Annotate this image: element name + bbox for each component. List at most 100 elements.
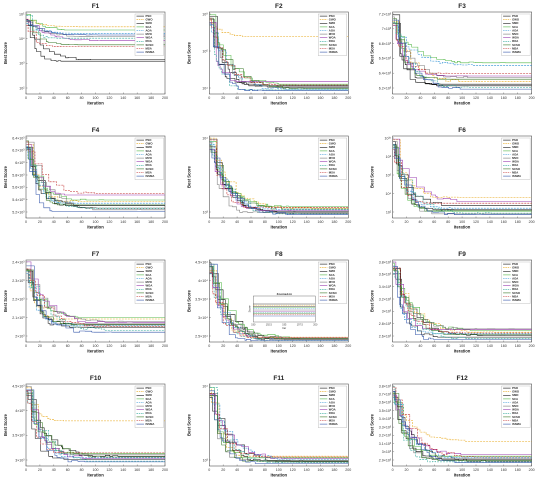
y-tick-label: 6.2×10³: [379, 86, 392, 90]
series-line: [26, 20, 165, 46]
legend-entry: GWO: [146, 142, 154, 146]
series-line: [26, 270, 165, 320]
x-tick-label: 40: [418, 344, 422, 348]
subplot-title: F7: [92, 251, 100, 258]
x-axis-label: Iteration: [271, 101, 288, 106]
x-tick-label: 120: [290, 220, 296, 224]
legend-entry: AOA: [329, 400, 335, 404]
series-line: [209, 395, 349, 462]
x-tick-label: 160: [501, 468, 507, 472]
x-tick-label: 80: [80, 96, 84, 100]
subplot-f6: F6 0 20 40 60 80 100 120 140 160 180 200 Iteration 10…: [370, 127, 535, 230]
x-tick-label: 180: [515, 344, 521, 348]
legend-entry: SMO: [512, 393, 519, 397]
legend-entry: SMO: [146, 393, 153, 397]
series-line: [393, 393, 532, 442]
x-tick-label: 100: [276, 344, 282, 348]
y-tick-label: 3×10³: [382, 310, 392, 314]
legend-entry: SCA: [329, 149, 335, 153]
y-tick-label: 4.5×10³: [12, 384, 25, 388]
y-tick-label: 10³: [19, 62, 25, 66]
legend-entry: ROA: [146, 287, 152, 291]
subplot-f12: F12 0 20 40 60 80 100 120 140 160 180 200 Iteration 3…: [370, 375, 535, 478]
y-tick-label: 3.5×10³: [379, 409, 392, 413]
x-tick-label: 40: [418, 468, 422, 472]
x-axis-label: Iteration: [87, 225, 104, 230]
x-tick-label: 20: [221, 220, 225, 224]
subplot-title: F1: [92, 3, 100, 10]
legend-entry: ROA: [512, 411, 518, 415]
series-line: [26, 269, 165, 326]
x-tick-label: 140: [120, 96, 126, 100]
legend-entry: SMO: [329, 393, 336, 397]
series-line: [26, 21, 165, 62]
x-tick-label: 60: [249, 344, 253, 348]
series-line: [393, 138, 532, 202]
subplot-title: F12: [456, 375, 468, 382]
series-line: [209, 17, 349, 89]
x-tick-label: 140: [120, 220, 126, 224]
x-axis-label: Iteration: [271, 349, 288, 354]
series-line: [26, 149, 165, 209]
x-tick-label: 20: [38, 220, 42, 224]
legend-entry: MSA: [512, 46, 518, 50]
series-line: [26, 273, 165, 326]
y-tick-label: 3×10⁴: [198, 316, 208, 320]
x-tick-label: 80: [80, 220, 84, 224]
legend-entry: SCSO: [146, 415, 155, 419]
x-tick-label: 160: [318, 96, 324, 100]
y-axis-label: Best Score: [370, 289, 375, 312]
x-tick-label: 180: [331, 344, 337, 348]
legend-entry: AOA: [512, 152, 518, 156]
x-tick-label: 200: [345, 220, 351, 224]
series-line: [209, 273, 349, 340]
x-tick-label: 60: [432, 220, 436, 224]
legend-entry: ISSMA: [329, 174, 338, 178]
legend-entry: PSO: [146, 262, 153, 266]
x-axis-label: Iteration: [87, 473, 104, 478]
legend-entry: SCA: [146, 25, 152, 29]
legend-entry: SMO: [329, 145, 336, 149]
y-axis-label: Best Score: [3, 165, 8, 188]
x-tick-label: 140: [487, 96, 493, 100]
x-tick-label: 120: [473, 96, 479, 100]
legend-entry: AOA: [329, 28, 335, 32]
subplot-f5: F5 0 20 40 60 80 100 120 140 160 180 200 Iteration 10…: [186, 127, 351, 230]
series-line: [26, 394, 165, 462]
legend-entry: WOA: [146, 160, 153, 164]
legend-entry: SCSO: [329, 415, 338, 419]
series-line: [26, 146, 165, 206]
x-tick-label: 160: [501, 344, 507, 348]
x-tick-label: 20: [221, 344, 225, 348]
x-tick-label: 180: [148, 96, 154, 100]
x-tick-label: 0: [208, 96, 210, 100]
legend-entry: ROA: [329, 163, 335, 167]
legend-entry: PSO: [329, 138, 336, 142]
x-tick-label: 20: [405, 96, 409, 100]
legend-entry: SMO: [329, 269, 336, 273]
x-tick-label: 100: [459, 220, 465, 224]
series-line: [209, 145, 349, 210]
x-tick-label: 140: [304, 344, 310, 348]
legend-entry: ISSMA: [146, 174, 155, 178]
series-line: [209, 387, 349, 459]
x-tick-label: 200: [162, 344, 168, 348]
x-tick-label: 140: [120, 344, 126, 348]
x-axis-label: Iteration: [454, 473, 471, 478]
series-line: [393, 391, 532, 463]
inset-x-tick-label: 200: [313, 324, 318, 327]
y-tick-label: 3.4×10³: [379, 417, 392, 421]
series-line: [26, 20, 165, 36]
series-line: [393, 21, 532, 82]
legend-entry: MSA: [512, 418, 518, 422]
y-tick-label: 3.2×10³: [379, 434, 392, 438]
inset-y-label: Score: [247, 305, 251, 312]
y-tick-label: 2.2×10³: [12, 297, 25, 301]
x-tick-label: 40: [235, 220, 239, 224]
legend-entry: MVO: [146, 156, 153, 160]
x-tick-label: 180: [331, 220, 337, 224]
x-tick-label: 0: [25, 220, 27, 224]
x-tick-label: 0: [208, 220, 210, 224]
